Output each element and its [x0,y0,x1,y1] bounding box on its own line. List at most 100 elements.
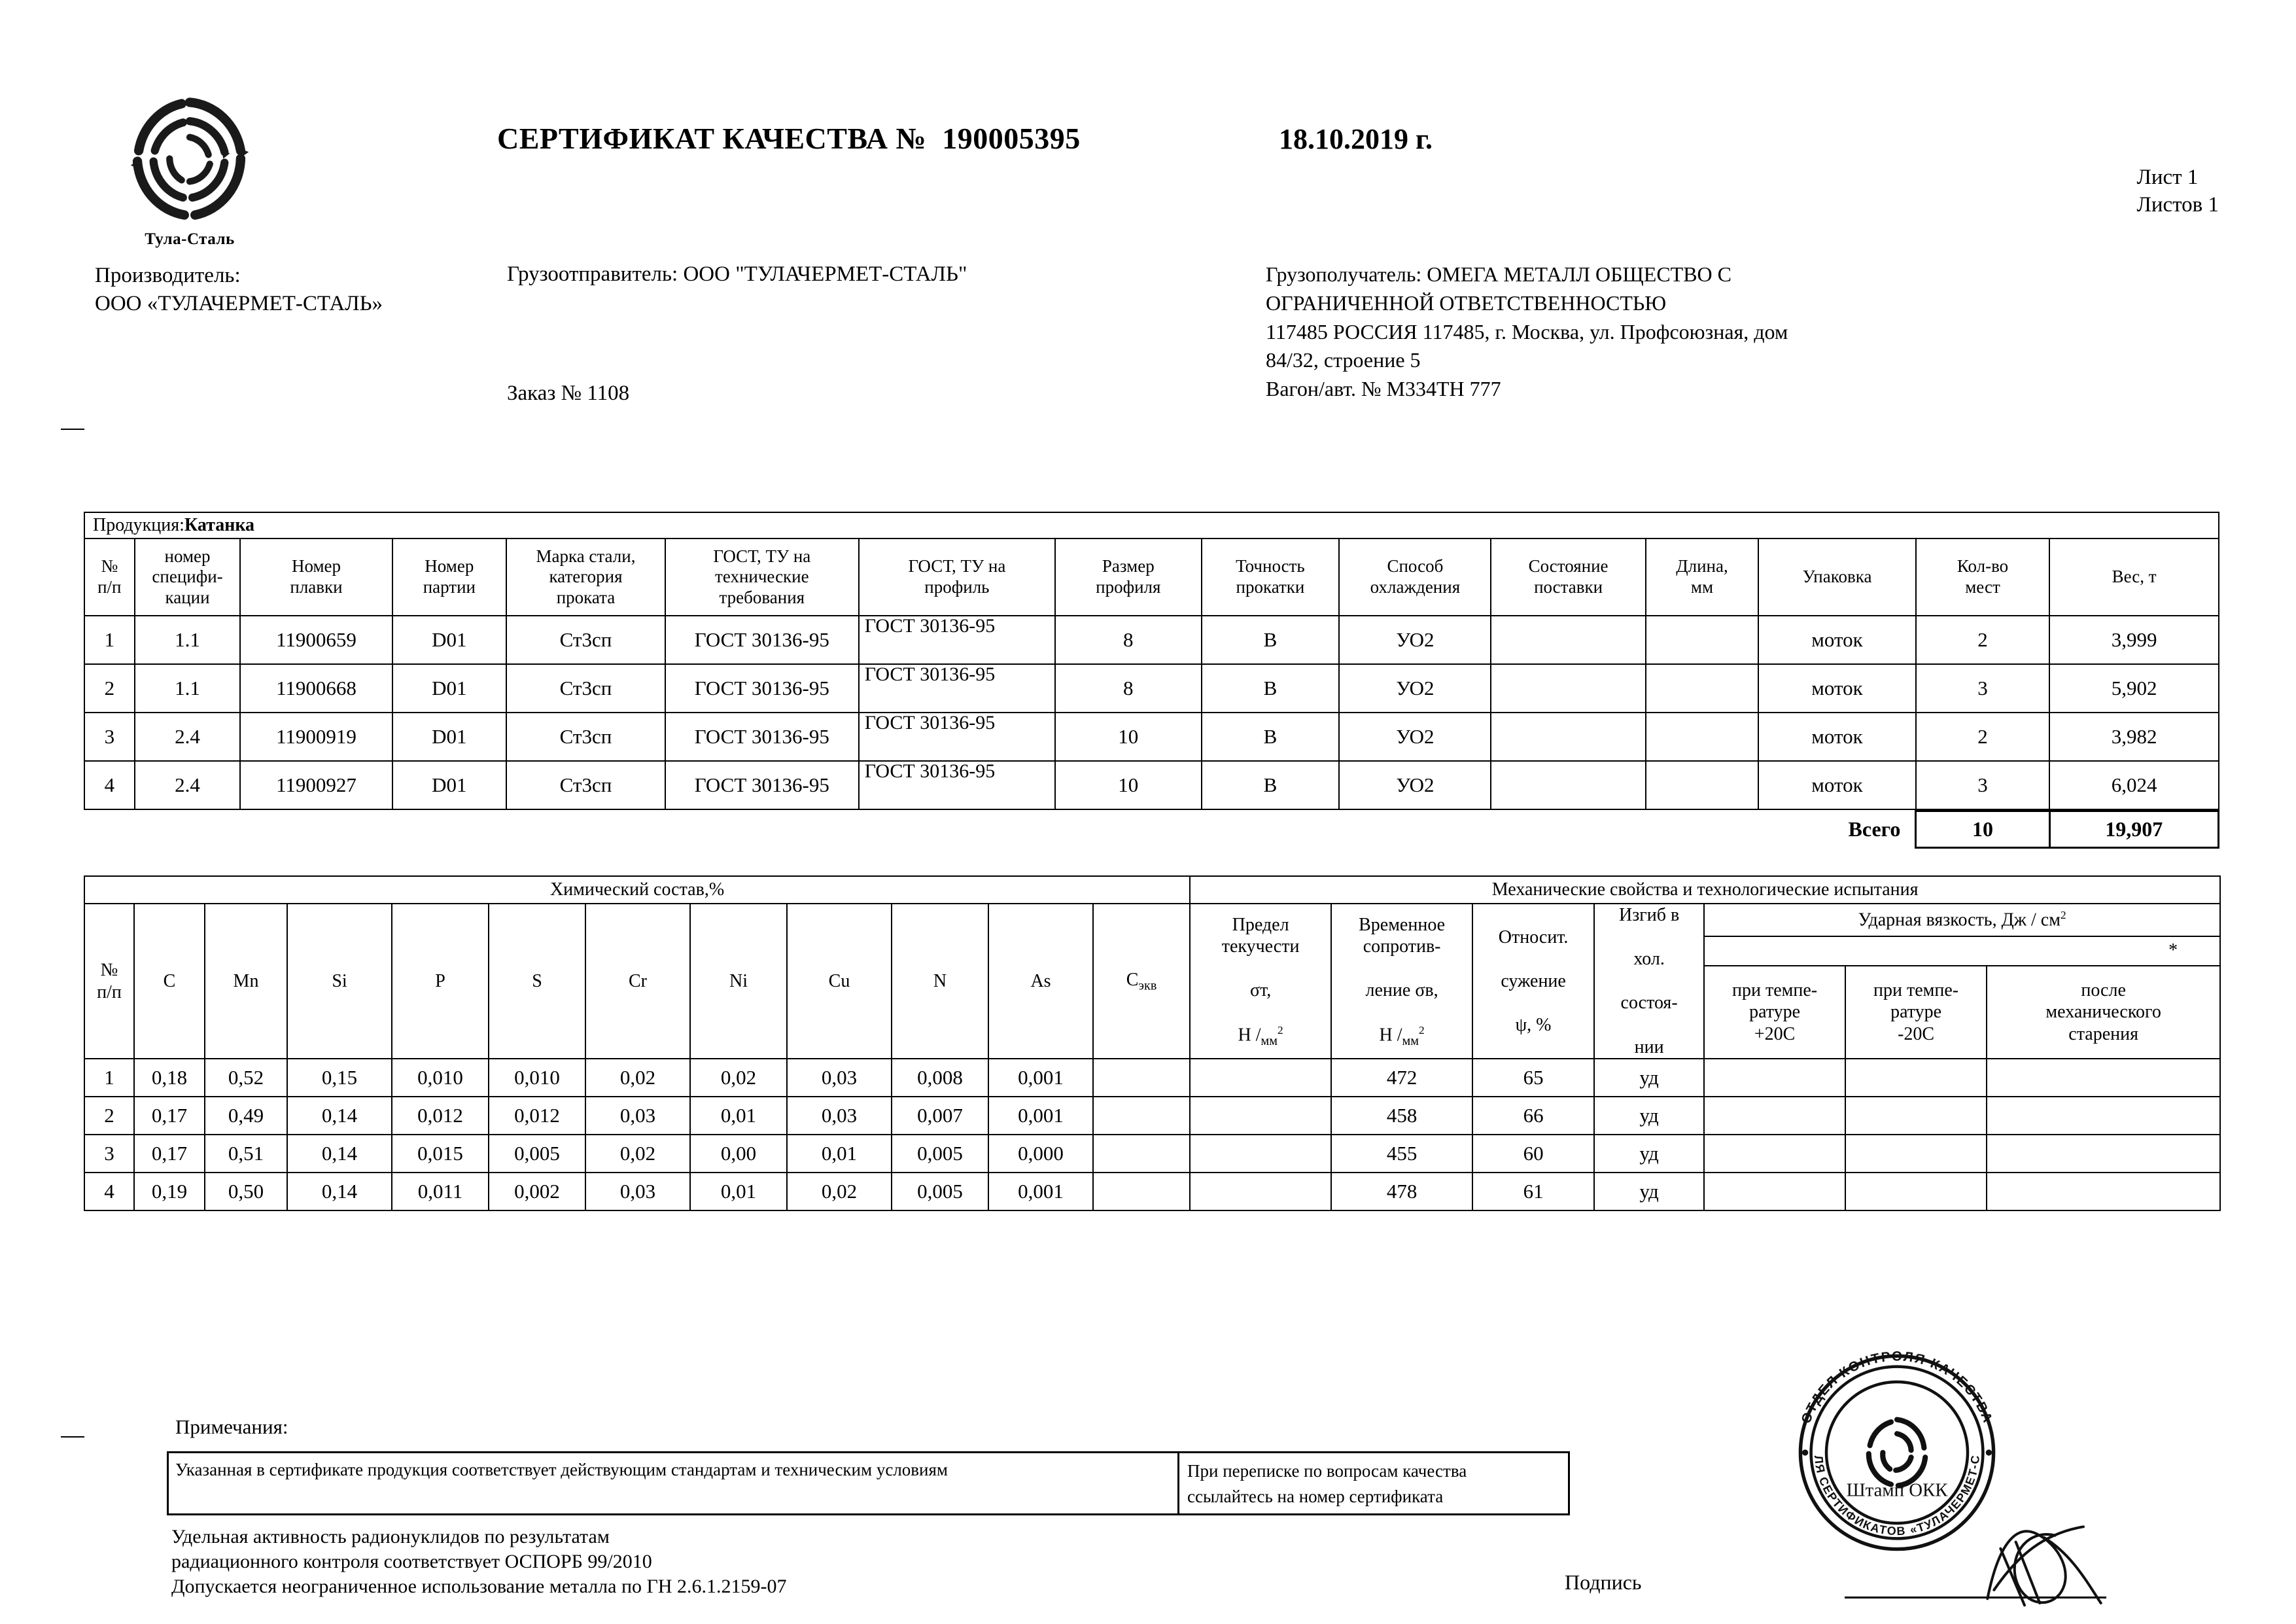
analysis-table-wrapper: Химический состав,% Механические свойств… [83,875,2221,1212]
tensile-line-1: Временное [1359,914,1446,935]
yield-line-1: Предел [1232,914,1289,935]
cell-ceq [1092,1134,1191,1174]
cell-ceq [1092,1172,1191,1212]
cell-rolling-precision: В [1200,712,1340,762]
tensile-line-2: сопротив- [1363,936,1441,957]
yield-unit-sup: 2 [1278,1023,1283,1036]
cell-reduction: 65 [1472,1058,1595,1098]
cell-p: 0,015 [391,1134,489,1174]
cell-cr: 0,02 [585,1134,691,1174]
cell-n: 0,005 [891,1134,989,1174]
cell-steel-grade: Ст3сп [506,760,666,810]
col-header-N: N [891,902,989,1060]
cell-s: 0,010 [488,1058,586,1098]
radiation-line-3: Допускается неограниченное использование… [171,1575,787,1597]
cell-p: 0,012 [391,1096,489,1136]
cell-impact-m20 [1845,1134,1988,1174]
group-header-mechanical: Механические свойства и технологические … [1189,875,2221,904]
table-row: 3 2.4 11900919 D01 Ст3сп ГОСТ 30136-95 ГОСТ 30… [84,712,2219,762]
col-header-steel-grade: Марка стали, категория проката [506,538,666,616]
cell-mn: 0,49 [204,1096,288,1136]
impact-p20-line-2: ратуре [1749,1002,1801,1023]
col-header-after-aging: после механического старения [1986,964,2221,1060]
radiation-note: Удельная активность радионуклидов по рез… [171,1525,787,1598]
col-header-Cu: Cu [786,902,892,1060]
cell-si: 0,15 [287,1058,392,1098]
notes-box: Указанная в сертификате продукция соотве… [167,1451,1570,1515]
company-logo: Тула-Сталь [98,92,281,249]
cell-weight: 3,982 [2049,712,2219,762]
number-label: № [896,122,927,155]
cell-gost-profile: ГОСТ 30136-95 [858,615,1056,665]
signature-line [1845,1597,2106,1598]
producer-label: Производитель: [95,264,241,287]
cell-profile-size: 8 [1054,615,1202,665]
cell-no: 2 [84,1096,135,1136]
cell-s: 0,012 [488,1096,586,1136]
product-table-wrapper: Продукция:Катанка № п/п номер специфи-кации… [84,512,2220,849]
col-header-Mn: Mn [204,902,288,1060]
col-header-cooling-method: Способ охлаждения [1338,538,1492,616]
radiation-line-1: Удельная активность радионуклидов по рез… [171,1526,610,1547]
cell-cr: 0,02 [585,1058,691,1098]
cell-aging [1986,1058,2221,1098]
cell-spec-no: 1.1 [133,663,241,713]
col-header-heat-no: Номер плавки [239,538,393,616]
cell-cu: 0,03 [786,1058,892,1098]
order-number: Заказ № 1108 [507,381,630,405]
col-header-cold-bend: Изгиб в хол. состоя- нии [1593,902,1705,1060]
cell-weight: 6,024 [2049,760,2219,810]
cell-weight: 5,902 [2049,663,2219,713]
cell-as: 0,001 [988,1172,1094,1212]
product-value: Катанка [184,515,255,535]
cell-places-count: 2 [1915,712,2051,762]
col-header-Ni: Ni [689,902,788,1060]
analysis-table: Химический состав,% Механические свойств… [83,875,2221,1212]
cell-reduction: 66 [1472,1096,1595,1136]
cell-delivery-state [1490,663,1646,713]
col-header-length: Длина, мм [1644,538,1760,616]
cell-as: 0,000 [988,1134,1094,1174]
radiation-line-2: радиационного контроля соответствует ОСП… [171,1550,652,1572]
analysis-table-body: 1 0,18 0,52 0,15 0,010 0,010 0,02 0,02 0,03 0,008… [84,1058,2221,1212]
cell-delivery-state [1490,615,1646,665]
handwritten-signature [1986,1525,2102,1607]
cell-profile-size: 10 [1054,760,1202,810]
cell-rolling-precision: В [1200,760,1340,810]
cell-length [1644,663,1760,713]
table-row: 4 0,19 0,50 0,14 0,011 0,002 0,03 0,01 0,02 0,005… [84,1172,2221,1212]
stamp-outer-text: ОТДЕЛ КОНТРОЛЯ КАЧЕСТВА [1798,1349,1994,1426]
cell-packing: моток [1758,663,1917,713]
group-header-chemistry: Химический состав,% [83,875,1191,904]
cell-cu: 0,01 [786,1134,892,1174]
cell-tensile: 478 [1331,1172,1474,1212]
impact-p20-line-3: +20С [1754,1023,1796,1044]
cell-bend: уд [1593,1134,1705,1174]
cell-c: 0,18 [133,1058,205,1098]
cell-p: 0,011 [391,1172,489,1212]
cell-cr: 0,03 [585,1172,691,1212]
receiver-block: Грузополучатель: ОМЕГА МЕТАЛЛ ОБЩЕСТВО С… [1266,260,2038,404]
product-table: № п/п номер специфи-кации Номер плавки Номер па… [84,538,2219,810]
receiver-line-1: Грузополучатель: ОМЕГА МЕТАЛЛ ОБЩЕСТВО С [1266,262,1731,286]
col-header-packing: Упаковка [1758,538,1917,616]
correspondence-note: При переписке по вопросам качества ссыла… [1179,1453,1568,1513]
cell-impact-p20 [1703,1058,1847,1098]
notes-label: Примечания: [175,1415,288,1438]
cell-rolling-precision: В [1200,663,1340,713]
cell-places-count: 3 [1915,663,2051,713]
cell-n: 0,005 [891,1172,989,1212]
col-header-batch-no: Номер партии [391,538,508,616]
col-header-spec-no: номер специфи-кации [133,538,241,616]
product-table-body: 1 1.1 11900659 D01 Ст3сп ГОСТ 30136-95 ГОСТ 30… [84,615,2219,810]
cell-cooling-method: УО2 [1338,663,1492,713]
cell-row-no: 3 [84,712,135,762]
cell-no: 1 [84,1058,135,1098]
table-row: 1 1.1 11900659 D01 Ст3сп ГОСТ 30136-95 ГОСТ 30… [84,615,2219,665]
col-header-row-no: № п/п [84,538,135,616]
yield-line-2: текучести [1221,936,1300,957]
total-label: Всего [1848,817,1901,841]
cell-row-no: 4 [84,760,135,810]
cell-s: 0,005 [488,1134,586,1174]
col-header-gost-profile: ГОСТ, ТУ на профиль [858,538,1056,616]
